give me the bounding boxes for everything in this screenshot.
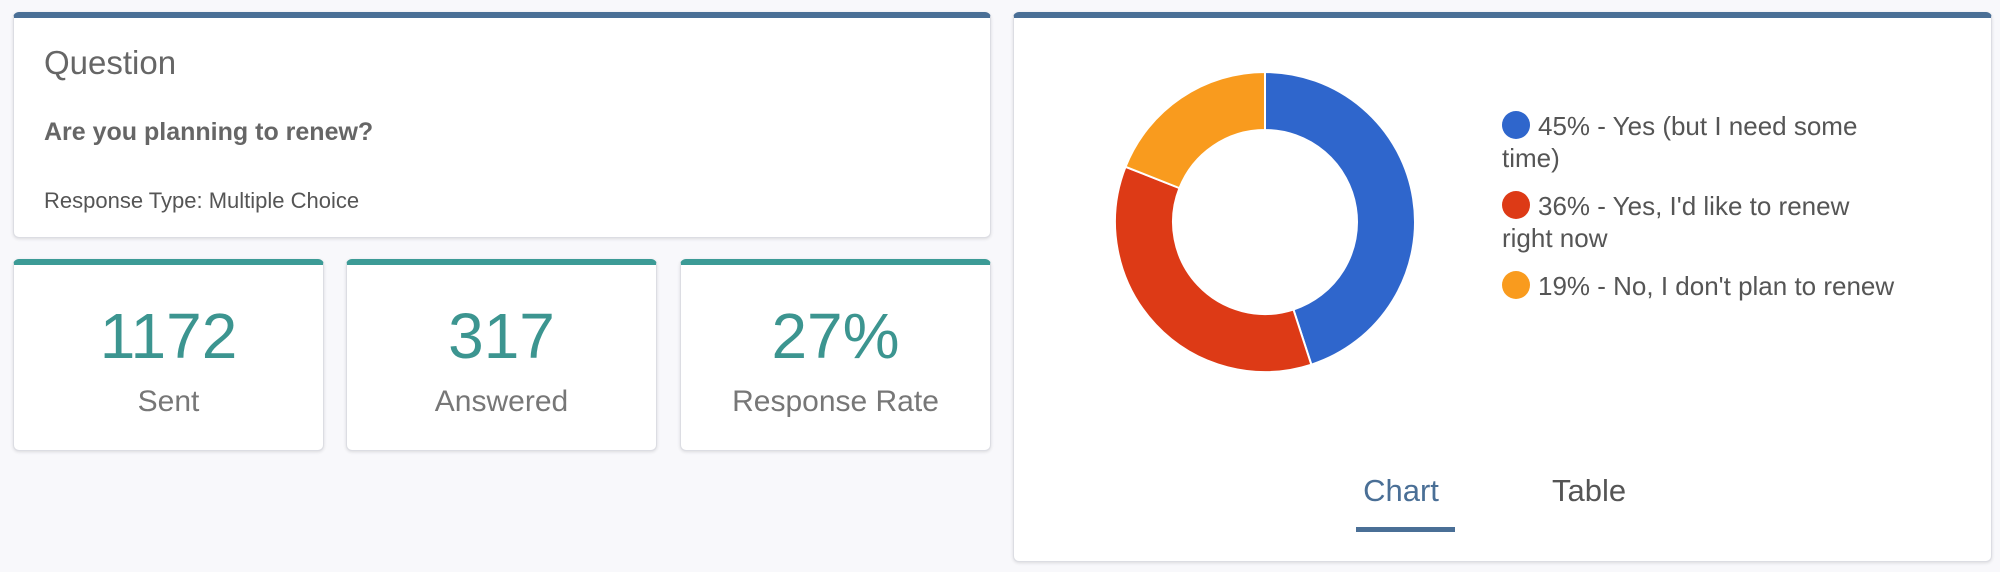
tab-chart[interactable]: Chart	[1363, 473, 1439, 508]
question-heading: Question	[44, 44, 177, 81]
chart-card: 45% - Yes (but I need some time) 36% - Y…	[1013, 12, 1992, 562]
legend-label: 36% - Yes, I'd like to renew right now	[1502, 191, 1850, 253]
stat-value: 27%	[771, 300, 900, 372]
question-text: Are you planning to renew?	[44, 118, 374, 146]
legend-dot	[1502, 271, 1530, 299]
response-type: Response Type: Multiple Choice	[44, 188, 360, 213]
legend-label: 45% - Yes (but I need some time)	[1502, 111, 1858, 173]
tab-table[interactable]: Table	[1552, 473, 1627, 508]
donut-slice	[1264, 70, 1416, 366]
chart-legend: 45% - Yes (but I need some time) 36% - Y…	[1502, 110, 1902, 318]
legend-dot	[1502, 191, 1530, 219]
donut-chart	[1114, 70, 1416, 373]
donut-slice	[1114, 165, 1313, 373]
legend-item: 19% - No, I don't plan to renew	[1502, 270, 1902, 302]
stat-card-response-rate: 27% Response Rate	[680, 259, 991, 451]
tab-active-indicator	[1356, 527, 1455, 532]
stat-label: Response Rate	[732, 385, 939, 418]
question-card: Question Are you planning to renew? Resp…	[13, 12, 991, 238]
legend-item: 36% - Yes, I'd like to renew right now	[1502, 190, 1902, 254]
stat-label: Sent	[137, 385, 200, 418]
legend-item: 45% - Yes (but I need some time)	[1502, 110, 1902, 174]
stat-label: Answered	[434, 385, 569, 418]
stat-value: 317	[448, 300, 555, 372]
stat-card-answered: 317 Answered	[346, 259, 657, 451]
stat-card-sent: 1172 Sent	[13, 259, 324, 451]
legend-dot	[1502, 111, 1530, 139]
stat-value: 1172	[99, 300, 238, 372]
legend-label: 19% - No, I don't plan to renew	[1538, 271, 1895, 301]
donut-slice	[1124, 70, 1266, 190]
